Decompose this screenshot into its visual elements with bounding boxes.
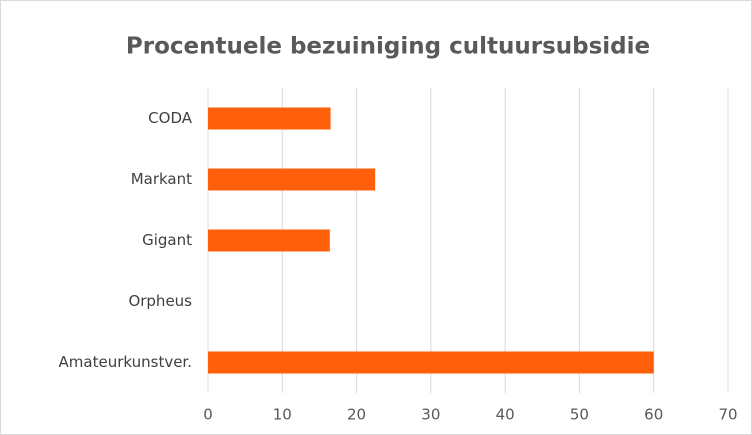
x-tick-label: 60	[644, 406, 663, 424]
chart-title: Procentuele bezuiniging cultuursubsidie	[126, 34, 650, 60]
x-tick-label: 40	[496, 406, 515, 424]
bar	[208, 168, 376, 191]
bar	[208, 229, 330, 252]
x-tick-label: 20	[347, 406, 366, 424]
bar	[208, 107, 331, 130]
x-tick-label: 10	[273, 406, 292, 424]
y-tick-label: Orpheus	[128, 292, 192, 310]
y-tick-label: Markant	[131, 170, 192, 188]
y-tick-label: Gigant	[142, 231, 192, 249]
y-tick-label: CODA	[148, 109, 193, 127]
bar	[208, 351, 654, 374]
x-tick-label: 30	[421, 406, 440, 424]
y-tick-label: Amateurkunstver.	[59, 353, 192, 371]
x-tick-label: 0	[203, 406, 213, 424]
x-tick-label: 70	[718, 406, 737, 424]
x-tick-label: 50	[570, 406, 589, 424]
